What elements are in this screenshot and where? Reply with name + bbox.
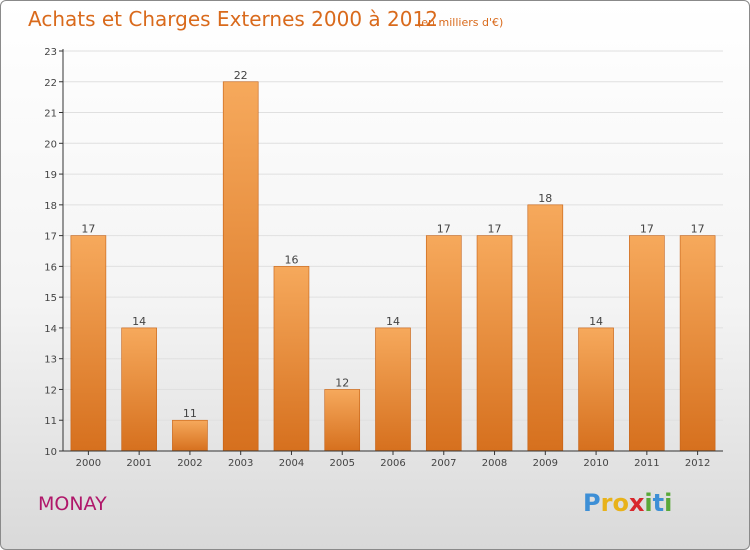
data-label-2008: 17 bbox=[488, 223, 502, 236]
data-label-2001: 14 bbox=[132, 315, 146, 328]
y-tick-label: 11 bbox=[44, 416, 57, 427]
x-tick-label-2000: 2000 bbox=[76, 458, 101, 469]
y-tick-label: 21 bbox=[44, 109, 57, 120]
chart-title: Achats et Charges Externes 2000 à 2012 bbox=[28, 7, 438, 31]
x-tick-label-2005: 2005 bbox=[330, 458, 355, 469]
logo-letter: t bbox=[652, 489, 665, 517]
data-label-2002: 11 bbox=[183, 407, 197, 420]
bar-2004 bbox=[273, 266, 310, 452]
y-tick-label: 15 bbox=[44, 293, 57, 304]
y-tick-label: 18 bbox=[44, 201, 57, 212]
y-tick-label: 22 bbox=[44, 78, 57, 89]
chart-subtitle: (en milliers d'€) bbox=[417, 16, 504, 29]
bar-2000 bbox=[70, 235, 107, 452]
bar-2002 bbox=[172, 419, 208, 452]
bar-2005 bbox=[324, 389, 361, 452]
logo-letter: o bbox=[612, 489, 629, 517]
bar-2010 bbox=[578, 327, 614, 452]
x-tick-label-2010: 2010 bbox=[583, 458, 608, 469]
logo-letter: i bbox=[664, 489, 673, 517]
x-tick-label-2001: 2001 bbox=[126, 458, 151, 469]
x-tick-label-2006: 2006 bbox=[380, 458, 405, 469]
data-label-2003: 22 bbox=[234, 69, 248, 82]
x-tick-label-2012: 2012 bbox=[685, 458, 710, 469]
bar-2003 bbox=[222, 81, 259, 452]
logo-letter: x bbox=[628, 489, 645, 517]
y-tick-label: 20 bbox=[44, 139, 57, 150]
data-label-2000: 17 bbox=[81, 223, 95, 236]
x-tick-label-2004: 2004 bbox=[279, 458, 304, 469]
data-label-2011: 17 bbox=[640, 223, 654, 236]
y-tick-label: 23 bbox=[44, 47, 57, 58]
y-tick-label: 16 bbox=[44, 262, 57, 273]
bar-2006 bbox=[375, 327, 411, 452]
x-tick-label-2009: 2009 bbox=[533, 458, 558, 469]
bar-2011 bbox=[629, 235, 665, 452]
data-label-2010: 14 bbox=[589, 315, 603, 328]
bar-2001 bbox=[121, 327, 157, 452]
y-tick-label: 17 bbox=[44, 232, 57, 243]
bar-2007 bbox=[425, 235, 462, 452]
commune-name: MONAY bbox=[38, 493, 107, 515]
x-tick-label-2002: 2002 bbox=[177, 458, 202, 469]
y-tick-label: 19 bbox=[44, 170, 57, 181]
data-label-2006: 14 bbox=[386, 315, 400, 328]
data-label-2005: 12 bbox=[335, 376, 349, 389]
data-label-2009: 18 bbox=[538, 192, 552, 205]
x-tick-label-2003: 2003 bbox=[228, 458, 253, 469]
y-tick-label: 13 bbox=[44, 355, 57, 366]
data-label-2004: 16 bbox=[284, 253, 298, 266]
data-label-2007: 17 bbox=[437, 223, 451, 236]
x-tick-label-2011: 2011 bbox=[634, 458, 659, 469]
y-tick-label: 10 bbox=[44, 447, 57, 458]
bar-2009 bbox=[527, 204, 564, 452]
y-tick-label: 12 bbox=[44, 385, 57, 396]
bar-2012 bbox=[679, 235, 716, 452]
x-tick-label-2007: 2007 bbox=[431, 458, 456, 469]
logo-letter: P bbox=[583, 489, 601, 517]
proxiti-logo: Proxiti bbox=[583, 489, 672, 517]
bar-2008 bbox=[476, 235, 513, 452]
logo-letter: r bbox=[600, 489, 613, 517]
data-label-2012: 17 bbox=[691, 223, 705, 236]
y-tick-label: 14 bbox=[44, 324, 57, 335]
logo-letter: i bbox=[644, 489, 653, 517]
x-tick-label-2008: 2008 bbox=[482, 458, 507, 469]
